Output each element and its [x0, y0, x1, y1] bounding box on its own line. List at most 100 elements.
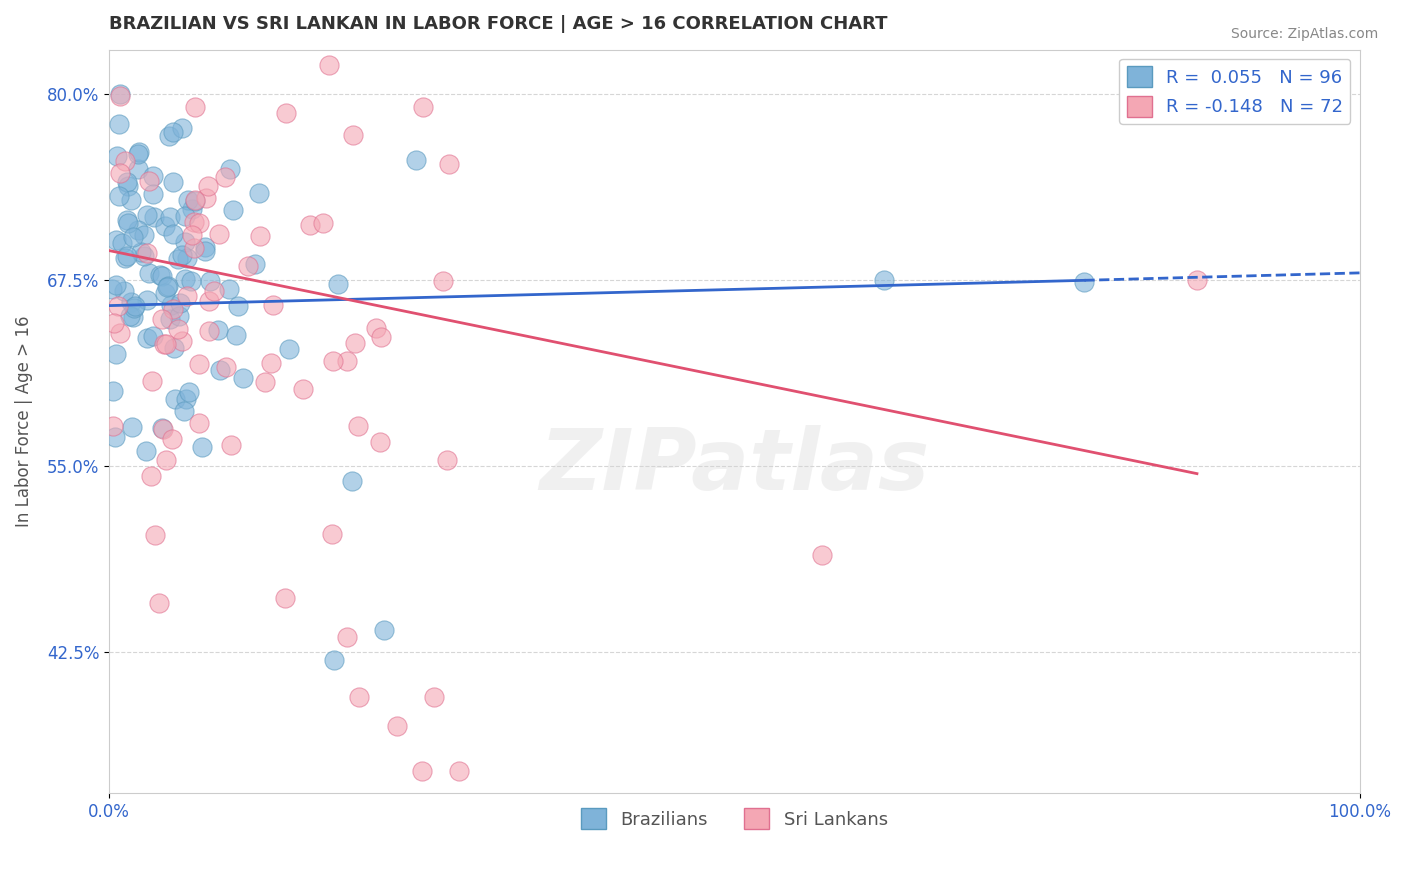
Point [188, 416, 211, 430]
Point [184, 193, 207, 207]
Point [101, 419, 124, 434]
Point [121, 420, 143, 434]
Point [194, 244, 217, 258]
Point [149, 268, 172, 282]
Point [166, 322, 188, 336]
Point [195, 191, 218, 205]
Point [120, 194, 142, 208]
Point [318, 58, 340, 72]
Point [121, 229, 143, 244]
Point [173, 235, 195, 249]
Point [214, 169, 236, 184]
Point [142, 186, 165, 201]
Point [323, 652, 346, 666]
Point [122, 310, 145, 324]
Point [114, 153, 136, 168]
Point [114, 251, 136, 265]
Point [218, 282, 240, 296]
Point [138, 266, 160, 280]
Point [162, 175, 184, 189]
Point [312, 216, 335, 230]
Point [225, 327, 247, 342]
Point [173, 404, 195, 418]
Point [184, 194, 207, 208]
Point [159, 211, 181, 225]
Point [134, 227, 156, 242]
Point [118, 309, 141, 323]
Point [117, 178, 139, 193]
Point [150, 311, 173, 326]
Point [142, 211, 165, 225]
Point [232, 371, 254, 385]
Point [436, 452, 458, 467]
Point [150, 421, 173, 435]
Point [136, 330, 159, 344]
Point [321, 527, 343, 541]
Point [322, 354, 344, 368]
Point [811, 549, 834, 563]
Point [336, 630, 359, 644]
Point [1073, 275, 1095, 289]
Point [160, 298, 183, 312]
Point [449, 764, 471, 778]
Point [101, 384, 124, 399]
Point [336, 354, 359, 368]
Point [108, 189, 131, 203]
Point [176, 289, 198, 303]
Point [112, 284, 135, 298]
Point [200, 274, 222, 288]
Point [346, 419, 368, 434]
Point [124, 299, 146, 313]
Point [260, 356, 283, 370]
Point [188, 216, 211, 230]
Point [370, 435, 392, 450]
Point [122, 301, 145, 316]
Point [432, 274, 454, 288]
Point [105, 149, 128, 163]
Legend: Brazilians, Sri Lankans: Brazilians, Sri Lankans [574, 801, 896, 837]
Point [129, 245, 152, 260]
Point [191, 440, 214, 454]
Point [101, 282, 124, 296]
Point [107, 299, 129, 313]
Point [437, 156, 460, 170]
Point [208, 363, 231, 377]
Point [108, 117, 131, 131]
Point [162, 125, 184, 139]
Point [167, 252, 190, 266]
Point [157, 128, 180, 143]
Point [174, 271, 197, 285]
Point [238, 259, 260, 273]
Point [162, 227, 184, 241]
Point [222, 203, 245, 218]
Point [183, 215, 205, 229]
Point [120, 295, 142, 310]
Point [127, 147, 149, 161]
Point [873, 273, 896, 287]
Point [274, 591, 297, 606]
Point [108, 87, 131, 102]
Point [108, 166, 131, 180]
Point [117, 216, 139, 230]
Point [136, 293, 159, 307]
Point [142, 169, 165, 184]
Point [299, 218, 322, 232]
Point [183, 100, 205, 114]
Y-axis label: In Labor Force | Age > 16: In Labor Force | Age > 16 [15, 316, 32, 527]
Point [262, 298, 284, 312]
Point [152, 421, 174, 435]
Point [247, 186, 270, 201]
Point [117, 249, 139, 263]
Point [127, 223, 149, 237]
Point [291, 383, 314, 397]
Point [197, 294, 219, 309]
Point [103, 316, 125, 330]
Point [373, 623, 395, 637]
Point [176, 251, 198, 265]
Point [219, 438, 242, 452]
Point [167, 309, 190, 323]
Point [155, 337, 177, 351]
Point [370, 330, 392, 344]
Point [183, 241, 205, 255]
Point [194, 240, 217, 254]
